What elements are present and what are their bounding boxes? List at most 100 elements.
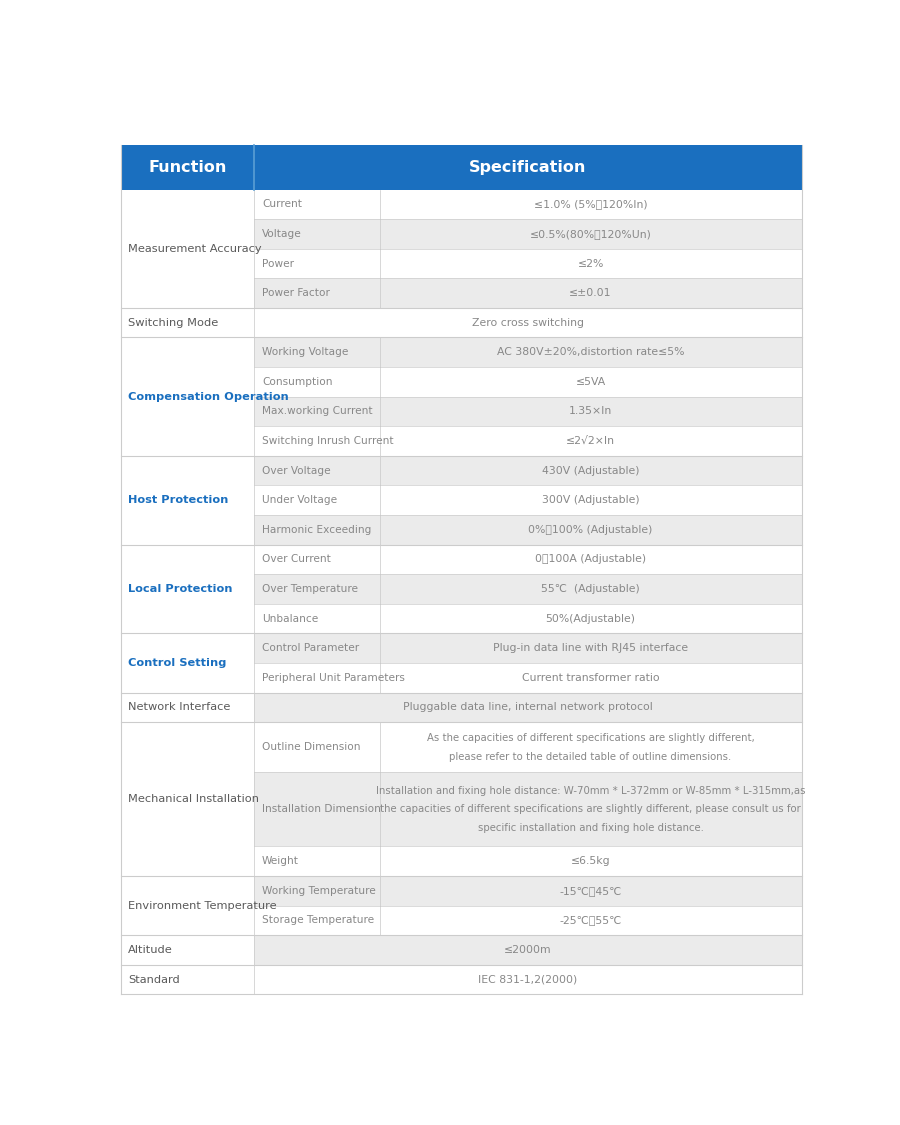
Bar xyxy=(254,456,380,485)
Bar xyxy=(121,965,254,994)
Bar xyxy=(121,604,254,633)
Text: ≤2√2×In: ≤2√2×In xyxy=(566,436,615,446)
Bar xyxy=(254,515,380,544)
Bar xyxy=(121,663,254,693)
Bar xyxy=(254,906,380,935)
Bar xyxy=(254,397,380,426)
Text: ≤2%: ≤2% xyxy=(578,259,604,269)
Bar xyxy=(254,145,802,189)
Text: Control Parameter: Control Parameter xyxy=(262,644,359,654)
Bar xyxy=(380,397,802,426)
Bar xyxy=(254,544,380,574)
Text: Control Setting: Control Setting xyxy=(128,658,226,668)
Text: Power Factor: Power Factor xyxy=(262,288,330,298)
Bar xyxy=(254,338,380,367)
Bar xyxy=(121,574,254,604)
Bar xyxy=(380,544,802,574)
Bar xyxy=(380,426,802,456)
Bar xyxy=(254,693,802,722)
Text: Compensation Operation: Compensation Operation xyxy=(128,392,289,402)
Bar xyxy=(121,544,254,574)
Text: As the capacities of different specifications are slightly different,: As the capacities of different specifica… xyxy=(427,732,754,742)
Bar xyxy=(380,574,802,604)
Text: Outline Dimension: Outline Dimension xyxy=(262,742,361,753)
Text: the capacities of different specifications are slightly different, please consul: the capacities of different specificatio… xyxy=(380,804,801,814)
Text: Mechanical Installation: Mechanical Installation xyxy=(128,794,259,804)
Text: ≤5VA: ≤5VA xyxy=(575,377,606,387)
Text: 55℃  (Adjustable): 55℃ (Adjustable) xyxy=(541,584,640,594)
Bar xyxy=(121,456,254,485)
Text: Working Voltage: Working Voltage xyxy=(262,348,348,358)
Text: AC 380V±20%,distortion rate≤5%: AC 380V±20%,distortion rate≤5% xyxy=(497,348,684,358)
Bar xyxy=(254,426,380,456)
Bar xyxy=(254,633,380,663)
Bar xyxy=(380,249,802,278)
Text: -15℃～45℃: -15℃～45℃ xyxy=(560,885,622,896)
Text: 1.35×In: 1.35×In xyxy=(569,406,612,416)
Bar xyxy=(380,219,802,249)
Bar xyxy=(254,219,380,249)
Bar xyxy=(254,604,380,633)
Bar xyxy=(121,219,254,249)
Text: Switching Inrush Current: Switching Inrush Current xyxy=(262,436,393,446)
Bar xyxy=(121,278,254,308)
Bar xyxy=(380,876,802,906)
Text: -25℃～55℃: -25℃～55℃ xyxy=(560,916,622,926)
Bar xyxy=(254,249,380,278)
Text: Switching Mode: Switching Mode xyxy=(128,317,218,327)
Text: Peripheral Unit Parameters: Peripheral Unit Parameters xyxy=(262,673,405,683)
Bar xyxy=(254,574,380,604)
Text: 0%～100% (Adjustable): 0%～100% (Adjustable) xyxy=(528,524,652,534)
Bar xyxy=(121,308,254,337)
Text: ≤1.0% (5%～120%In): ≤1.0% (5%～120%In) xyxy=(534,199,647,209)
Text: Over Temperature: Over Temperature xyxy=(262,584,358,594)
Text: Weight: Weight xyxy=(262,856,299,866)
Bar xyxy=(380,722,802,773)
Text: ≤6.5kg: ≤6.5kg xyxy=(571,856,610,866)
Text: Over Voltage: Over Voltage xyxy=(262,466,330,476)
Bar xyxy=(380,773,802,846)
Bar xyxy=(121,633,254,663)
Text: 0～100A (Adjustable): 0～100A (Adjustable) xyxy=(535,555,646,565)
Bar xyxy=(380,278,802,308)
Bar xyxy=(121,773,254,846)
Text: Zero cross switching: Zero cross switching xyxy=(472,317,583,327)
Bar xyxy=(254,722,380,773)
Bar xyxy=(121,906,254,935)
Bar xyxy=(121,722,254,773)
Bar xyxy=(380,846,802,876)
Bar xyxy=(121,515,254,544)
Bar xyxy=(121,693,254,722)
Text: Local Protection: Local Protection xyxy=(128,584,232,594)
Text: Max.working Current: Max.working Current xyxy=(262,406,373,416)
Text: Function: Function xyxy=(148,160,227,176)
Bar xyxy=(121,189,254,219)
Bar xyxy=(121,249,254,278)
Text: Current transformer ratio: Current transformer ratio xyxy=(522,673,660,683)
Bar xyxy=(254,876,380,906)
Text: ≤±0.01: ≤±0.01 xyxy=(570,288,612,298)
Bar xyxy=(121,846,254,876)
Text: Voltage: Voltage xyxy=(262,228,302,238)
Bar xyxy=(254,367,380,397)
Bar xyxy=(380,485,802,515)
Bar xyxy=(380,663,802,693)
Bar xyxy=(121,426,254,456)
Bar xyxy=(254,773,380,846)
Text: ≤2000m: ≤2000m xyxy=(504,945,552,955)
Bar xyxy=(380,633,802,663)
Bar xyxy=(254,308,802,337)
Text: Environment Temperature: Environment Temperature xyxy=(128,900,276,910)
Text: Altitude: Altitude xyxy=(128,945,173,955)
Bar xyxy=(121,338,254,367)
Text: 430V (Adjustable): 430V (Adjustable) xyxy=(542,466,639,476)
Text: Pluggable data line, internal network protocol: Pluggable data line, internal network pr… xyxy=(402,702,652,712)
Bar xyxy=(121,145,254,189)
Text: Unbalance: Unbalance xyxy=(262,613,319,623)
Text: Host Protection: Host Protection xyxy=(128,495,229,505)
Bar xyxy=(254,485,380,515)
Text: Harmonic Exceeding: Harmonic Exceeding xyxy=(262,524,372,534)
Text: Working Temperature: Working Temperature xyxy=(262,885,375,896)
Bar xyxy=(254,846,380,876)
Text: Measurement Accuracy: Measurement Accuracy xyxy=(128,244,262,254)
